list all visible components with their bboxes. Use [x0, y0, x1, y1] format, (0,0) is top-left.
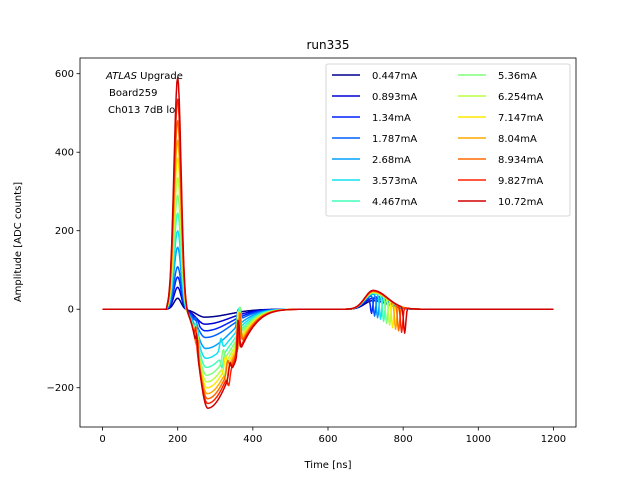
x-tick-label: 400 [243, 434, 262, 445]
y-tick-label: 400 [55, 148, 74, 159]
x-axis: 0 200 400 600 800 1000 1200 [99, 427, 566, 445]
x-tick-label: 1000 [466, 434, 491, 445]
legend-entry: 6.254mA [498, 92, 543, 103]
atlas-annotation: ATLAS Upgrade Board259 Ch013 7dB lo [105, 71, 183, 116]
legend-entry: 2.68mA [372, 155, 411, 166]
legend-entry: 5.36mA [498, 71, 537, 82]
annotation-atlas: ATLAS [105, 71, 138, 82]
y-tick-label: 200 [55, 226, 74, 237]
x-tick-label: 800 [394, 434, 413, 445]
y-tick-label: 600 [55, 69, 74, 80]
y-tick-label: −200 [47, 383, 74, 394]
legend-entry: 9.827mA [498, 176, 543, 187]
legend-entry: 1.34mA [372, 113, 411, 124]
legend-entry: 8.04mA [498, 134, 537, 145]
x-tick-label: 0 [99, 434, 105, 445]
legend-entry: 10.72mA [498, 197, 543, 208]
x-axis-label: Time [ns] [303, 460, 351, 471]
x-tick-label: 1200 [541, 434, 566, 445]
legend-entry: 4.467mA [372, 197, 417, 208]
series-line [102, 76, 554, 409]
annotation-line-1: ATLAS Upgrade [105, 71, 183, 82]
y-axis-label: Amplitude [ADC counts] [13, 182, 24, 302]
annotation-line-3: Ch013 7dB lo [108, 105, 175, 116]
x-tick-label: 600 [318, 434, 337, 445]
legend-entry: 1.787mA [372, 134, 417, 145]
legend-entry: 0.893mA [372, 92, 417, 103]
chart-title: run335 [306, 38, 349, 52]
y-axis: −200 0 200 400 600 [47, 69, 80, 394]
y-tick-label: 0 [68, 305, 74, 316]
legend-entry: 0.447mA [372, 71, 417, 82]
x-tick-label: 200 [168, 434, 187, 445]
legend-entry: 3.573mA [372, 176, 417, 187]
annotation-upgrade: Upgrade [137, 71, 183, 82]
legend-entry: 8.934mA [498, 155, 543, 166]
legend-entry: 7.147mA [498, 113, 543, 124]
legend: 0.447mA 0.893mA 1.34mA 1.787mA 2.68mA 3.573mA… [325, 63, 571, 217]
series-layer [102, 76, 554, 409]
annotation-line-2: Board259 [109, 88, 157, 99]
legend-frame [325, 63, 571, 217]
